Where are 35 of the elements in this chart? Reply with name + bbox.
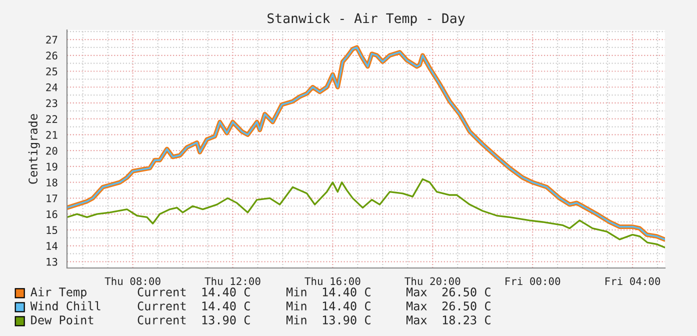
y-tick-label: 25 (46, 68, 58, 76)
text: Current 13.90 C (138, 316, 250, 324)
y-axis-title: Centigrade (28, 114, 40, 184)
text: Current 14.40 C (138, 288, 250, 296)
legend-label: Dew Point (31, 315, 94, 324)
text: Current 14.40 C (138, 302, 250, 310)
y-tick-label: 18 (46, 178, 58, 186)
y-tick-label: 19 (46, 162, 58, 171)
y-tick-label: 21 (46, 130, 58, 139)
y-tick-label: 26 (46, 52, 58, 60)
x-tick-label: Fri 04:00 (605, 277, 660, 286)
y-tick-label: 17 (46, 194, 58, 202)
x-tick-label: Thu 20:00 (404, 277, 460, 286)
text: Min 14.40 C (286, 287, 370, 296)
y-tick-label: 23 (46, 99, 58, 108)
text: Max 18.23 C (406, 316, 490, 324)
text: Max 26.50 C (406, 302, 490, 310)
y-tick-label: 20 (46, 146, 58, 155)
x-tick-label: Fri 00:00 (506, 277, 560, 286)
text: Min 14.40 C (286, 301, 370, 310)
y-tick-label: 15 (46, 226, 58, 234)
y-tick-label: 13 (46, 258, 58, 266)
y-tick-label: 27 (46, 36, 58, 44)
x-tick-label: Thu 08:00 (104, 277, 160, 286)
x-tick-label: Thu 16:00 (304, 277, 360, 286)
legend-label: Air Temp (30, 287, 86, 299)
y-tick-label: 24 (46, 83, 58, 92)
y-tick-label: 22 (46, 115, 58, 123)
text: Max 26.50 C (406, 288, 490, 296)
y-tick-label: 14 (46, 242, 58, 250)
chart-title: Stanwick - Air Temp - Day (268, 13, 465, 26)
y-tick-label: 16 (46, 210, 58, 218)
legend-label: Wind Chill (30, 301, 100, 310)
text: Min 13.90 C (286, 315, 370, 324)
x-tick-label: Thu 12:00 (204, 277, 260, 286)
